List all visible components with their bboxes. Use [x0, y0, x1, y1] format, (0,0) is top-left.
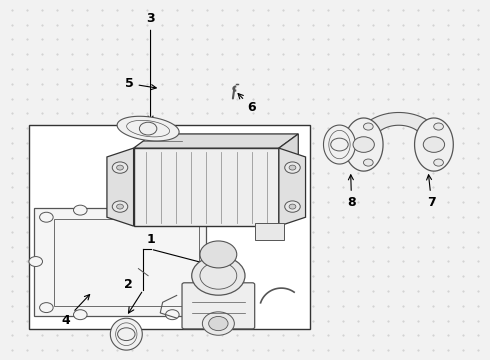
Circle shape: [112, 201, 128, 212]
Polygon shape: [344, 118, 383, 171]
Text: 8: 8: [347, 175, 356, 209]
Circle shape: [40, 212, 53, 222]
Text: 7: 7: [427, 175, 436, 209]
Polygon shape: [279, 134, 298, 226]
Bar: [255, 222, 284, 240]
Text: 3: 3: [146, 12, 155, 121]
Circle shape: [434, 123, 443, 130]
Text: 2: 2: [124, 278, 133, 291]
Circle shape: [200, 241, 237, 268]
Circle shape: [112, 162, 128, 173]
Polygon shape: [323, 125, 355, 164]
Circle shape: [285, 162, 300, 173]
Text: 5: 5: [125, 77, 156, 90]
Text: 1: 1: [146, 233, 155, 246]
Text: 4: 4: [61, 294, 90, 327]
Circle shape: [190, 303, 203, 312]
Circle shape: [434, 159, 443, 166]
Polygon shape: [134, 148, 279, 226]
Bar: [53, 219, 199, 306]
Circle shape: [117, 204, 123, 209]
Circle shape: [289, 165, 296, 170]
Circle shape: [139, 122, 157, 135]
Circle shape: [285, 201, 300, 212]
Circle shape: [364, 159, 373, 166]
Circle shape: [423, 137, 444, 152]
Circle shape: [74, 310, 87, 320]
Circle shape: [364, 123, 373, 130]
Circle shape: [331, 138, 348, 151]
Circle shape: [40, 303, 53, 312]
Polygon shape: [415, 118, 453, 171]
Circle shape: [190, 212, 203, 222]
Polygon shape: [110, 318, 142, 350]
Circle shape: [353, 137, 374, 152]
Circle shape: [118, 328, 135, 341]
Polygon shape: [107, 148, 134, 226]
Polygon shape: [134, 134, 298, 148]
Circle shape: [166, 310, 179, 320]
Polygon shape: [355, 113, 442, 145]
Circle shape: [29, 257, 43, 266]
Text: 6: 6: [238, 94, 256, 114]
Polygon shape: [117, 116, 179, 141]
Circle shape: [209, 316, 228, 330]
Circle shape: [202, 312, 234, 335]
Circle shape: [192, 256, 245, 295]
Circle shape: [166, 205, 179, 215]
Polygon shape: [34, 208, 206, 316]
FancyBboxPatch shape: [182, 283, 255, 329]
Circle shape: [117, 165, 123, 170]
Polygon shape: [279, 148, 306, 226]
Bar: [29, 125, 310, 329]
Circle shape: [289, 204, 296, 209]
Circle shape: [74, 205, 87, 215]
